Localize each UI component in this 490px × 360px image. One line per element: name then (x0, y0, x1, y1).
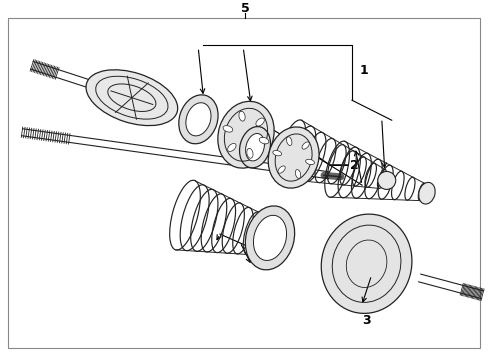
Ellipse shape (223, 126, 233, 132)
Ellipse shape (268, 127, 319, 188)
Ellipse shape (295, 170, 301, 178)
Ellipse shape (240, 127, 270, 168)
Ellipse shape (179, 95, 218, 144)
Ellipse shape (228, 143, 236, 152)
Text: 2: 2 (350, 159, 359, 172)
Ellipse shape (273, 150, 282, 156)
Ellipse shape (186, 103, 211, 136)
Ellipse shape (378, 171, 396, 189)
Ellipse shape (245, 206, 294, 270)
Ellipse shape (247, 148, 253, 158)
Ellipse shape (86, 70, 178, 126)
Ellipse shape (306, 159, 315, 165)
Ellipse shape (218, 101, 274, 168)
Ellipse shape (418, 183, 435, 204)
Ellipse shape (256, 118, 264, 126)
Ellipse shape (239, 111, 245, 121)
Text: 4: 4 (261, 256, 270, 269)
Text: 1: 1 (360, 64, 369, 77)
Ellipse shape (245, 134, 265, 161)
Ellipse shape (287, 137, 292, 145)
Ellipse shape (321, 214, 412, 314)
Ellipse shape (259, 138, 269, 144)
Ellipse shape (302, 142, 309, 149)
Text: 5: 5 (241, 2, 249, 15)
Text: 3: 3 (362, 314, 371, 327)
Ellipse shape (278, 166, 285, 173)
Ellipse shape (253, 215, 287, 261)
FancyBboxPatch shape (8, 18, 480, 348)
